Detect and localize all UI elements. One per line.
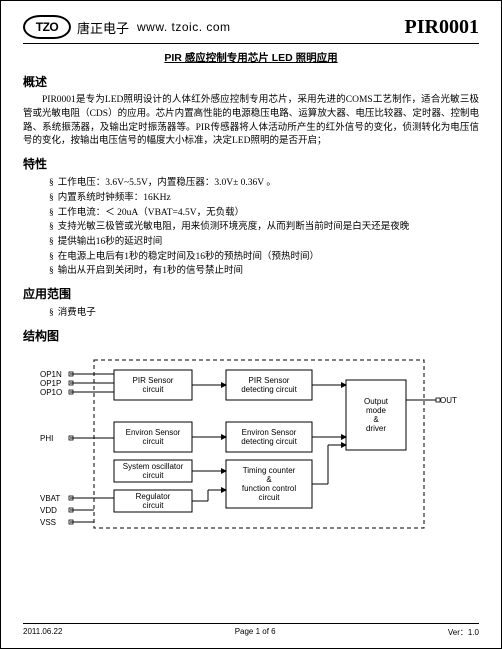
header: TZO 唐正电子 www. tzoic. com PIR0001 xyxy=(23,15,479,43)
section-overview-heading: 概述 xyxy=(23,73,479,90)
svg-text:circuit: circuit xyxy=(143,471,165,480)
svg-text:Environ Sensor: Environ Sensor xyxy=(126,428,181,437)
svg-text:System oscillator: System oscillator xyxy=(123,462,184,471)
svg-text:circuit: circuit xyxy=(259,493,281,502)
svg-text:Timing counter: Timing counter xyxy=(243,466,296,475)
svg-text:PIR Sensor: PIR Sensor xyxy=(249,376,290,385)
section-scope-heading: 应用范围 xyxy=(23,285,479,302)
footer-version: Ver：1.0 xyxy=(448,627,479,638)
list-item: 支持光敏三极管或光敏电阻，用来侦测环境亮度，从而判断当前时间是白天还是夜晚 xyxy=(49,220,479,235)
block-diagram: OP1NOP1POP1OPHIVBATVDDVSSOUTPIR Sensorci… xyxy=(23,350,479,538)
svg-text:OP1O: OP1O xyxy=(40,388,62,397)
footer-date: 2011.06.22 xyxy=(23,627,62,638)
footer-rule xyxy=(23,623,479,624)
header-rule xyxy=(23,43,479,44)
svg-text:detecting circuit: detecting circuit xyxy=(241,385,297,394)
svg-text:Environ Sensor: Environ Sensor xyxy=(242,428,297,437)
list-item: 提供输出16秒的延迟时间 xyxy=(49,235,479,250)
footer-page: Page 1 of 6 xyxy=(235,627,276,638)
svg-text:PHI: PHI xyxy=(40,434,53,443)
block-diagram-svg: OP1NOP1POP1OPHIVBATVDDVSSOUTPIR Sensorci… xyxy=(36,350,466,538)
svg-text:OUT: OUT xyxy=(440,396,457,405)
company-url: www. tzoic. com xyxy=(137,20,231,34)
company-name: 唐正电子 xyxy=(77,18,129,37)
svg-text:&: & xyxy=(373,415,379,424)
list-item: 在电源上电后有1秒的稳定时间及16秒的预热时间（预热时间） xyxy=(49,250,479,265)
svg-text:circuit: circuit xyxy=(143,437,165,446)
logo-icon: TZO xyxy=(23,15,71,39)
svg-text:OP1N: OP1N xyxy=(40,370,62,379)
list-item: 内置系统时钟频率：16KHz xyxy=(49,191,479,206)
section-features-heading: 特性 xyxy=(23,155,479,172)
overview-body: PIR0001是专为LED照明设计的人体红外感应控制专用芯片，采用先进的COMS… xyxy=(23,94,479,149)
part-number: PIR0001 xyxy=(405,16,479,39)
footer: 2011.06.22 Page 1 of 6 Ver：1.0 xyxy=(23,619,479,638)
section-diagram-heading: 结构图 xyxy=(23,327,479,344)
scope-list: 消费电子 xyxy=(49,306,479,321)
features-list: 工作电压：3.6V~5.5V，内置稳压器：3.0V± 0.36V 。内置系统时钟… xyxy=(49,176,479,279)
svg-text:circuit: circuit xyxy=(143,385,165,394)
list-item: 消费电子 xyxy=(49,306,479,321)
header-left: TZO 唐正电子 www. tzoic. com xyxy=(23,15,231,39)
svg-text:Output: Output xyxy=(364,397,389,406)
svg-text:driver: driver xyxy=(366,424,386,433)
svg-text:VSS: VSS xyxy=(40,518,56,527)
svg-text:function control: function control xyxy=(242,484,296,493)
svg-text:VDD: VDD xyxy=(40,506,57,515)
svg-text:mode: mode xyxy=(366,406,387,415)
svg-text:VBAT: VBAT xyxy=(40,494,60,503)
list-item: 工作电流：＜ 20uA（VBAT=4.5V，无负载） xyxy=(49,206,479,221)
svg-text:detecting circuit: detecting circuit xyxy=(241,437,297,446)
list-item: 工作电压：3.6V~5.5V，内置稳压器：3.0V± 0.36V 。 xyxy=(49,176,479,191)
svg-text:Regulator: Regulator xyxy=(136,492,171,501)
svg-text:OP1P: OP1P xyxy=(40,379,61,388)
svg-text:&: & xyxy=(266,475,272,484)
svg-text:PIR Sensor: PIR Sensor xyxy=(133,376,174,385)
page-title: PIR 感应控制专用芯片 LED 照明应用 xyxy=(23,50,479,65)
list-item: 输出从开启到关闭时，有1秒的信号禁止时间 xyxy=(49,264,479,279)
svg-text:circuit: circuit xyxy=(143,501,165,510)
